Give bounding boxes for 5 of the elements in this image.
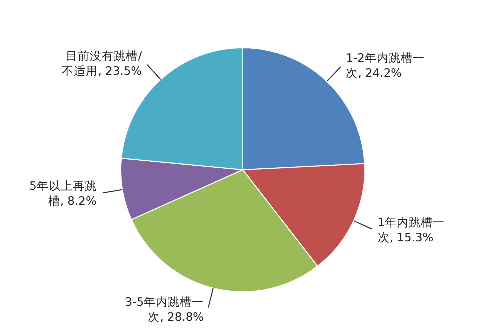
slice-label: 目前没有跳槽/不适用, 23.5% [62,48,142,78]
slice-label: 1年内跳槽一次, 15.3% [378,216,446,245]
slice-label: 5年以上再跳槽, 8.2% [30,178,97,208]
slice-label: 1-2年内跳槽一次, 24.2% [346,51,426,80]
slice-label: 3-5年内跳槽一次, 28.8% [125,295,204,324]
